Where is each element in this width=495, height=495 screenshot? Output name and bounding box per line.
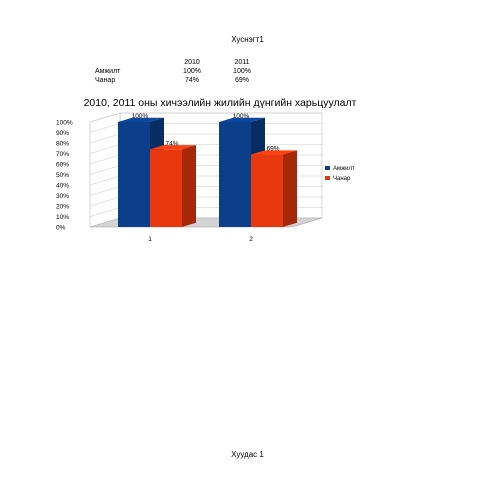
legend-label: Чанар (333, 176, 351, 182)
data-label: 100% (233, 113, 250, 120)
y-tick-label: 60% (56, 162, 69, 169)
chart-title: 2010, 2011 оны хичээлийн жилийн дүнгийн … (83, 97, 357, 109)
data-label: 69% (266, 146, 279, 153)
legend-label: Амжилт (333, 166, 355, 172)
y-tick-label: 50% (56, 172, 69, 179)
y-tick-label: 40% (56, 183, 69, 190)
bar (118, 122, 150, 227)
bar (251, 154, 283, 227)
y-tick-label: 10% (56, 214, 69, 221)
bar-side (182, 145, 196, 227)
data-label: 100% (132, 113, 149, 120)
bar-top (251, 150, 297, 155)
y-tick-label: 0% (56, 225, 66, 232)
table-header-2010: 2010 (184, 59, 200, 66)
bar-top (219, 117, 265, 122)
y-tick-label: 90% (56, 130, 69, 137)
y-tick-label: 70% (56, 151, 69, 158)
x-tick-label: 2 (249, 236, 253, 243)
sheet-title: Хуснэгт1 (231, 35, 264, 44)
bar (219, 122, 251, 227)
table-row-label-amjilt: Амжилт (95, 68, 121, 75)
y-tick-label: 100% (56, 120, 73, 127)
x-tick-label: 1 (148, 236, 152, 243)
legend-swatch (325, 176, 330, 180)
y-tick-label: 80% (56, 141, 69, 148)
table-cell-chanar-2011: 69% (234, 77, 249, 84)
table-cell-amjilt-2010: 100% (183, 68, 201, 75)
table-header-2011: 2011 (234, 59, 250, 66)
table-row-label-chanar: Чанар (95, 77, 116, 84)
table-cell-chanar-2010: 74% (184, 77, 199, 84)
bar (150, 149, 182, 227)
bar-top (150, 145, 196, 150)
gridline (89, 112, 322, 123)
y-tick-label: 30% (56, 193, 69, 200)
page-footer: Хуудас 1 (231, 450, 264, 459)
table-cell-amjilt-2011: 100% (233, 68, 251, 75)
legend-swatch (325, 166, 330, 170)
data-label: 74% (165, 140, 178, 147)
bar-top (118, 117, 164, 122)
bar-chart: 0% 10% 20% 30% 40% 50% 60% 70% 80% 90% 100% 100% 74%… (56, 112, 355, 243)
bar-side (283, 150, 297, 227)
y-tick-label: 20% (56, 204, 69, 211)
